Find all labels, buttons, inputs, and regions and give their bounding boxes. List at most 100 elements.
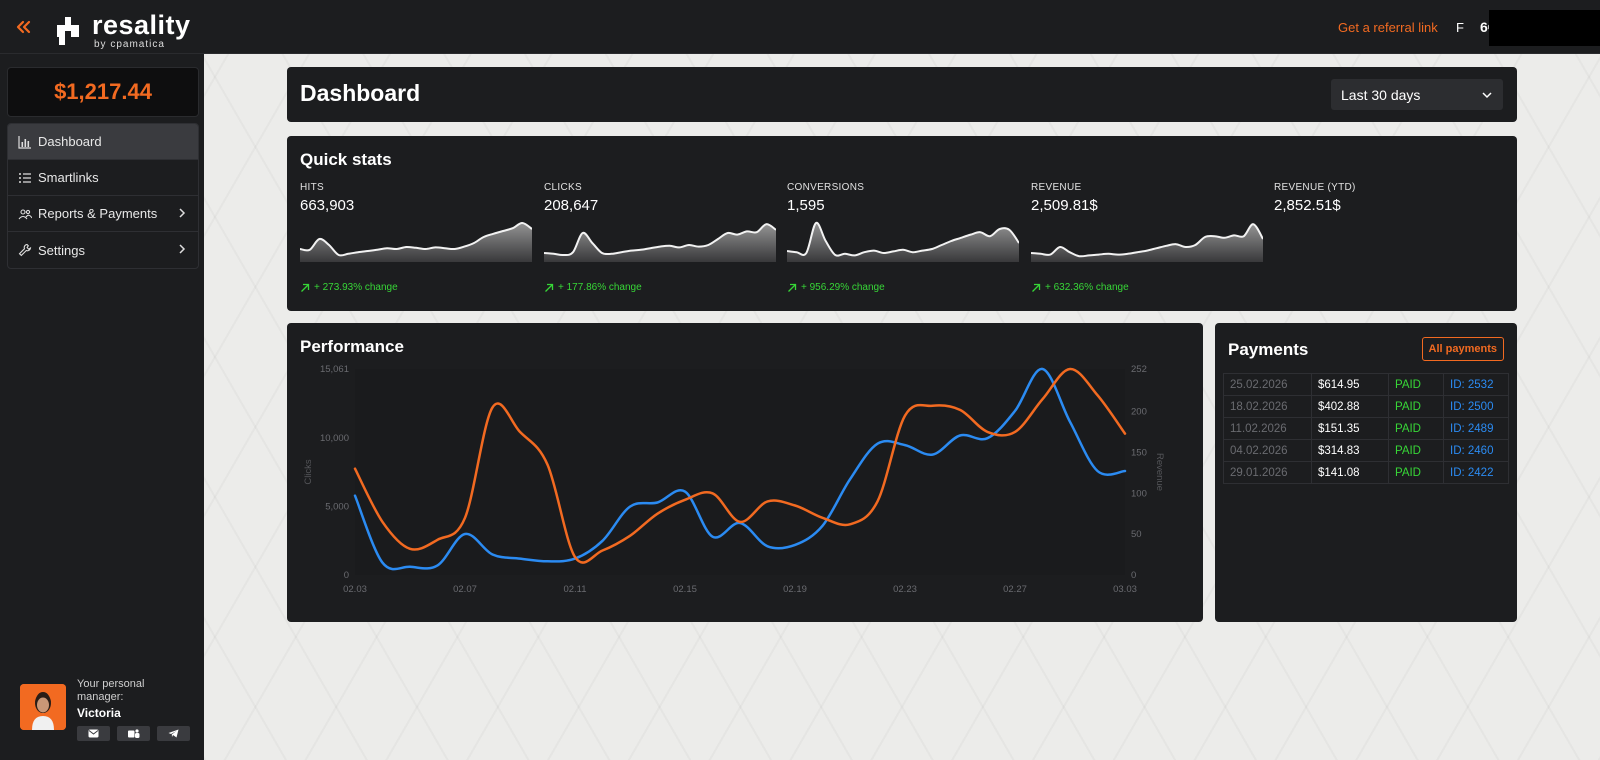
data-point <box>899 439 911 451</box>
sidebar: $1,217.44 Dashboard Smartlinks Reports &… <box>0 54 204 760</box>
payment-date: 29.01.2026 <box>1223 461 1312 484</box>
stat-revenue: REVENUE 2,509.81$ + 632.36% change <box>1031 182 1263 293</box>
payment-status: PAID <box>1388 439 1444 462</box>
all-payments-button[interactable]: All payments <box>1421 337 1504 361</box>
data-point <box>1037 393 1049 405</box>
chevron-right-icon <box>179 208 186 218</box>
data-point <box>542 555 554 567</box>
quick-stats-title: Quick stats <box>300 150 392 169</box>
collapse-sidebar-icon[interactable] <box>12 16 34 38</box>
stat-value: 663,903 <box>300 197 355 214</box>
data-point <box>927 449 939 461</box>
payment-amount: $141.08 <box>1311 461 1389 484</box>
payment-status: PAID <box>1388 395 1444 418</box>
mail-icon <box>88 729 99 738</box>
sidebar-item-reports-payments[interactable]: Reports & Payments <box>8 196 198 232</box>
payment-id-link[interactable]: ID: 2422 <box>1443 461 1509 484</box>
plot-area <box>355 369 1125 575</box>
performance-chart[interactable]: 15,061 10,000 5,000 0 252 200 150 100 50 0 02.03 02… <box>287 323 1203 622</box>
x-tick-label: 02.07 <box>453 584 477 595</box>
mail-button[interactable] <box>77 726 110 741</box>
data-point <box>1092 465 1104 477</box>
data-point <box>1037 363 1049 375</box>
teams-button[interactable] <box>117 726 150 741</box>
telegram-button[interactable] <box>157 726 190 741</box>
x-tick-label: 03.03 <box>1113 584 1137 595</box>
stat-value: 208,647 <box>544 197 599 214</box>
y-tick-label: 0 <box>344 570 349 581</box>
stat-change-text: + 956.29% change <box>801 282 885 293</box>
data-point <box>652 508 664 520</box>
teams-icon <box>127 728 139 738</box>
data-point <box>652 497 664 509</box>
sidebar-item-label: Dashboard <box>38 134 102 149</box>
data-point <box>1009 426 1021 438</box>
data-point <box>404 543 416 555</box>
table-row: 18.02.2026 $402.88 PAID ID: 2500 <box>1223 395 1509 418</box>
data-point <box>377 516 389 528</box>
user-initial[interactable]: F <box>1456 20 1464 35</box>
logo-subtitle: by cpamatica <box>94 39 165 50</box>
data-point <box>597 544 609 556</box>
chevron-right-icon <box>179 244 186 254</box>
data-point <box>569 551 581 563</box>
redacted-area <box>1489 10 1600 46</box>
sparkline-area <box>1031 224 1263 262</box>
logo[interactable]: resality by cpamatica <box>52 12 191 50</box>
payment-id-link[interactable]: ID: 2489 <box>1443 417 1509 440</box>
date-range-value: Last 30 days <box>1341 86 1421 103</box>
stat-hits: HITS 663,903 + 273.93% change <box>300 182 532 293</box>
data-point <box>734 516 746 528</box>
y-tick-label: 10,000 <box>320 433 349 444</box>
table-row: 25.02.2026 $614.95 PAID ID: 2532 <box>1223 373 1509 396</box>
quick-stats-card: Quick stats HITS 663,903 + 273.93% chang… <box>287 136 1517 311</box>
data-point <box>1009 405 1021 417</box>
stat-clicks: CLICKS 208,647 + 177.86% change <box>544 182 776 293</box>
x-tick-label: 02.15 <box>673 584 697 595</box>
y2-tick-label: 200 <box>1131 407 1147 418</box>
arrow-up-right-icon <box>545 283 554 292</box>
stat-change: + 273.93% change <box>300 282 398 293</box>
stat-change-text: + 632.36% change <box>1045 282 1129 293</box>
data-point <box>459 528 471 540</box>
table-row: 11.02.2026 $151.35 PAID ID: 2489 <box>1223 417 1509 440</box>
payment-amount: $614.95 <box>1311 373 1389 396</box>
performance-card: Performance 15,061 10,000 5,000 0 252 200 150 1… <box>287 323 1203 622</box>
data-point <box>844 473 856 485</box>
payment-id-link[interactable]: ID: 2500 <box>1443 395 1509 418</box>
payment-amount: $151.35 <box>1311 417 1389 440</box>
sidebar-item-label: Smartlinks <box>38 170 99 185</box>
payment-amount: $402.88 <box>1311 395 1389 418</box>
sidebar-item-smartlinks[interactable]: Smartlinks <box>8 160 198 196</box>
payment-status: PAID <box>1388 373 1444 396</box>
wrench-icon <box>18 243 32 257</box>
data-point <box>844 518 856 530</box>
balance-display: $1,217.44 <box>7 67 199 117</box>
sidebar-nav: Dashboard Smartlinks Reports & Payments … <box>7 123 199 269</box>
data-point <box>954 404 966 416</box>
bar-chart-icon <box>18 135 32 149</box>
stat-value: 2,509.81$ <box>1031 197 1098 214</box>
data-point <box>404 561 416 573</box>
payment-id-link[interactable]: ID: 2460 <box>1443 439 1509 462</box>
telegram-icon <box>168 729 179 738</box>
x-tick-label: 02.23 <box>893 584 917 595</box>
y2-tick-label: 100 <box>1131 488 1147 499</box>
data-point <box>542 459 554 471</box>
payment-id-link[interactable]: ID: 2532 <box>1443 373 1509 396</box>
data-point <box>927 400 939 412</box>
sparkline-line <box>300 222 532 257</box>
referral-link[interactable]: Get a referral link <box>1338 20 1438 35</box>
data-point <box>349 490 361 502</box>
arrow-up-right-icon <box>1032 283 1041 292</box>
payments-title: Payments <box>1228 340 1309 359</box>
arrow-up-right-icon <box>301 283 310 292</box>
data-point <box>707 531 719 543</box>
payment-status: PAID <box>1388 461 1444 484</box>
sparkline-clicks <box>544 223 776 262</box>
date-range-select[interactable]: Last 30 days <box>1331 79 1503 110</box>
sidebar-item-settings[interactable]: Settings <box>8 232 198 268</box>
y2-axis-label: Revenue <box>1154 453 1165 491</box>
stat-label: CONVERSIONS <box>787 182 865 193</box>
sidebar-item-dashboard[interactable]: Dashboard <box>8 124 198 160</box>
